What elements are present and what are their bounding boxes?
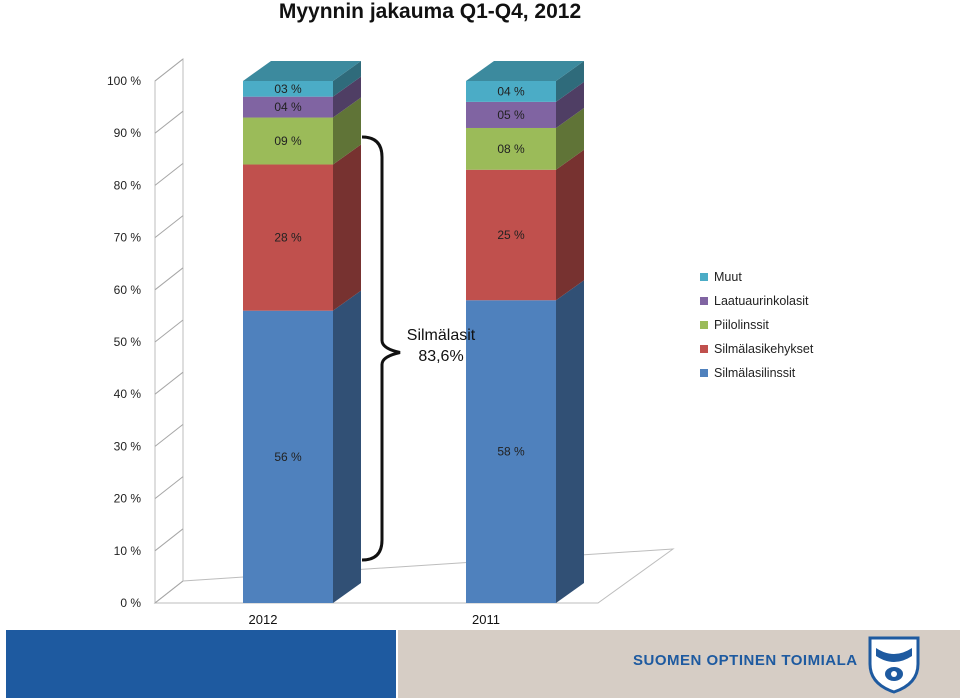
gridline: [154, 267, 184, 291]
legend-item: Laatuaurinkolasit: [700, 289, 813, 313]
brand-logo-icon: [868, 636, 920, 694]
legend-label: Silmälasilinssit: [714, 366, 796, 380]
y-tick-label: 30 %: [114, 439, 142, 453]
data-label: 09 %: [274, 134, 302, 148]
bar-segment: [243, 81, 333, 97]
legend-swatch: [700, 345, 708, 353]
annotation-value: 83,6%: [418, 348, 463, 365]
bar-segment: [466, 81, 556, 102]
legend-label: Laatuaurinkolasit: [714, 294, 809, 308]
data-label: 05 %: [497, 108, 525, 122]
bar-segment: [243, 164, 333, 311]
bar-segment: [243, 310, 333, 603]
legend-label: Muut: [714, 270, 742, 284]
x-tick-label: 2012: [249, 612, 278, 627]
bar-segment-side: [333, 76, 361, 118]
bar-segment-top: [243, 61, 361, 81]
annotation-label: Silmälasit: [407, 327, 476, 344]
data-label: 28 %: [274, 231, 302, 245]
data-label: 58 %: [497, 445, 525, 459]
y-tick-label: 100 %: [107, 74, 141, 88]
chart-title: Myynnin jakauma Q1-Q4, 2012: [278, 0, 582, 23]
y-tick-label: 70 %: [114, 231, 142, 245]
bar-segment-side: [556, 81, 584, 128]
bar-segment-side: [333, 97, 361, 165]
legend-label: Silmälasikehykset: [714, 342, 814, 356]
y-tick-label: 20 %: [114, 492, 142, 506]
bar-segment-side: [556, 149, 584, 301]
data-label: 03 %: [274, 82, 302, 96]
bar-segment-top: [466, 61, 584, 81]
annotation-brace: [361, 135, 401, 562]
gridline: [154, 371, 184, 395]
legend-item: Piilolinssit: [700, 313, 813, 337]
legend-swatch: [700, 321, 708, 329]
gridline: [154, 110, 184, 134]
footer-blue-panel: [6, 630, 396, 698]
bar-segment-side: [333, 290, 361, 603]
y-tick-label: 60 %: [114, 283, 142, 297]
y-tick-label: 90 %: [114, 126, 142, 140]
data-label: 56 %: [274, 450, 302, 464]
bar-segment: [243, 117, 333, 165]
stacked-bar-chart: 0 % 10 % 20 % 30 % 40 % 50 % 60 % 70 % 80 % 90 % 1…: [107, 57, 675, 627]
chart-legend: Muut Laatuaurinkolasit Piilolinssit Silmäla…: [700, 265, 813, 385]
gridline: [154, 528, 184, 552]
y-tick-label: 50 %: [114, 335, 142, 349]
gridline: [154, 580, 184, 604]
footer-grey-panel: [398, 630, 960, 698]
legend-label: Piilolinssit: [714, 318, 769, 332]
legend-swatch: [700, 297, 708, 305]
gridline: [154, 319, 184, 343]
y-tick-label: 10 %: [114, 544, 142, 558]
legend-item: Muut: [700, 265, 813, 289]
bar-segment: [466, 127, 556, 170]
bar-segment-side: [333, 144, 361, 311]
bar-segment-side: [556, 280, 584, 603]
legend-swatch: [700, 273, 708, 281]
y-tick-label: 40 %: [114, 387, 142, 401]
bar-segment-side: [333, 61, 361, 97]
bar-segment: [466, 101, 556, 128]
bar-segment: [466, 300, 556, 603]
footer-banner: SUOMEN OPTINEN TOIMIALA: [0, 628, 960, 698]
data-label: 04 %: [497, 84, 525, 98]
gridline: [154, 215, 184, 238]
gridline: [154, 424, 184, 447]
bar-segment: [466, 169, 556, 301]
data-label: 04 %: [274, 100, 302, 114]
data-label: 08 %: [497, 142, 525, 156]
legend-item: Silmälasikehykset: [700, 337, 813, 361]
gridline: [154, 163, 184, 186]
bar-segment-side: [556, 107, 584, 170]
x-tick-label: 2011: [472, 612, 500, 627]
y-tick-label: 0 %: [120, 596, 141, 610]
legend-item: Silmälasilinssit: [700, 361, 813, 385]
bar-segment-side: [556, 61, 584, 102]
floor: [153, 548, 675, 604]
data-label: 25 %: [497, 228, 525, 242]
gridline: [154, 476, 184, 499]
bar-segment: [243, 96, 333, 118]
legend-swatch: [700, 369, 708, 377]
gridline: [154, 58, 184, 82]
brand-name: SUOMEN OPTINEN TOIMIALA: [633, 652, 858, 669]
y-tick-label: 80 %: [114, 178, 142, 192]
